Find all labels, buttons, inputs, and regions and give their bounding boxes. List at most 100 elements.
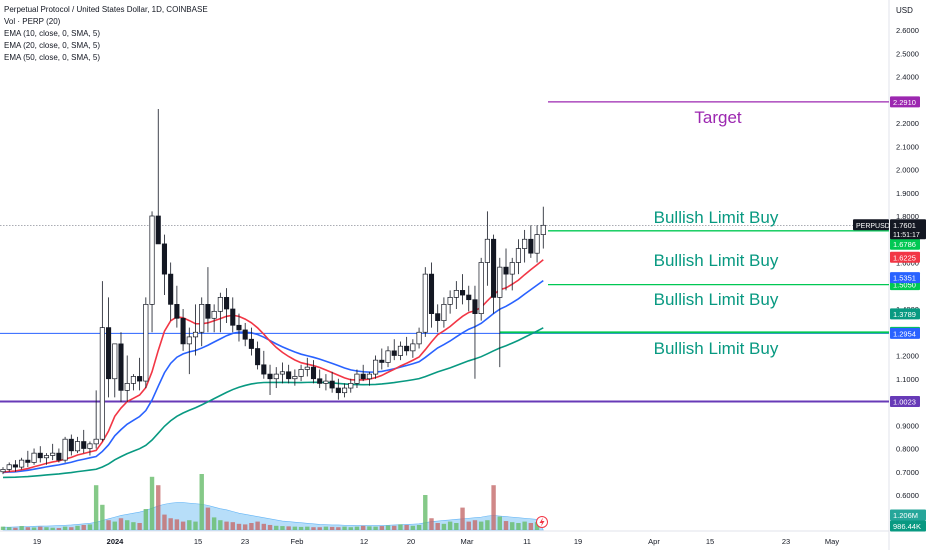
candle-body — [186, 336, 192, 345]
candle-body — [404, 345, 410, 352]
candle-body — [310, 366, 317, 380]
candle-body — [255, 348, 261, 366]
last-price-value: 1.7601 — [893, 221, 916, 230]
volume-bar — [398, 524, 403, 530]
y-tick-label: 1.1000 — [896, 375, 919, 384]
volume-bar — [367, 526, 372, 530]
volume-bar — [286, 526, 291, 530]
candle-body — [329, 380, 335, 389]
ema50-line — [2, 327, 544, 479]
indicator-price-tag: 1.5351 — [893, 274, 916, 283]
candle-body — [130, 376, 136, 384]
volume-tag: 986.44K — [893, 522, 921, 531]
candle-body — [161, 243, 168, 275]
level-price-tag-bg — [890, 395, 920, 407]
candle-body — [25, 459, 31, 463]
candle-body — [292, 376, 298, 380]
level-price-tag: 1.0023 — [893, 397, 916, 406]
x-tick-label: Feb — [291, 537, 304, 546]
volume-bar — [249, 523, 254, 530]
annotation-label: Bullish Limit Buy — [654, 251, 779, 270]
volume-bar — [106, 520, 111, 530]
x-tick-label: 19 — [33, 537, 41, 546]
x-tick-label: Mar — [461, 537, 474, 546]
candle-body — [354, 373, 360, 384]
candle-body — [50, 452, 56, 456]
candle-body — [217, 297, 223, 312]
volume-bar — [187, 520, 192, 530]
candle-body — [192, 331, 199, 338]
countdown-value: 11:51:17 — [893, 232, 920, 239]
candle-body — [12, 464, 18, 468]
candle-body — [81, 441, 87, 449]
volume-bar — [317, 527, 322, 530]
indicator-price-tag-bg — [890, 308, 920, 320]
symbol-title[interactable]: Perpetual Protocol / United States Dolla… — [4, 5, 208, 14]
volume-bar — [429, 518, 434, 530]
volume-bar — [354, 526, 360, 530]
y-tick-label: 0.6000 — [896, 491, 919, 500]
indicator-volume[interactable]: Vol · PERP (20) — [4, 17, 61, 26]
volume-bar — [44, 527, 49, 530]
annotation-label: Bullish Limit Buy — [654, 208, 779, 227]
candle-body — [248, 338, 254, 349]
candle-body — [205, 304, 211, 319]
volume-bar — [435, 523, 440, 530]
volume-bar — [100, 504, 105, 530]
candle-body — [230, 308, 236, 326]
volume-bar — [292, 526, 298, 530]
volume-bar — [416, 524, 422, 530]
indicator-ema20[interactable]: EMA (20, close, 0, SMA, 5) — [4, 41, 101, 50]
y-tick-label: 2.5000 — [896, 49, 919, 58]
y-tick-label: 2.6000 — [896, 26, 919, 35]
y-tick-label: 1.2000 — [896, 352, 919, 361]
candle-body — [279, 371, 286, 375]
volume-bar — [199, 474, 204, 530]
candle-body — [522, 238, 528, 249]
volume-bar — [379, 526, 385, 530]
currency-label: USD — [896, 6, 913, 15]
candle-body — [491, 238, 497, 298]
volume-bar — [274, 525, 279, 530]
volume-bar — [75, 525, 80, 530]
volume-bar — [62, 526, 68, 530]
volume-bar — [447, 521, 453, 530]
volume-bar — [137, 523, 142, 530]
indicator-ema50[interactable]: EMA (50, close, 0, SMA, 5) — [4, 53, 101, 62]
candle-body — [37, 452, 43, 459]
ema20-line — [2, 279, 544, 474]
candle-body — [515, 248, 521, 263]
volume-bar — [373, 526, 378, 530]
level-price-tag: 2.2910 — [893, 98, 916, 107]
volume-bar — [0, 526, 6, 530]
candle-body — [348, 383, 354, 389]
volume-bar — [205, 507, 211, 530]
volume-bar — [31, 527, 37, 530]
candle-body — [428, 273, 435, 315]
volume-bar — [522, 521, 527, 530]
chart-legend: Perpetual Protocol / United States Dolla… — [4, 4, 208, 64]
candle-body — [447, 297, 453, 305]
candle-body — [168, 273, 174, 305]
candle-body — [304, 366, 310, 370]
volume-bar — [466, 521, 471, 530]
indicator-price-tag-bg — [890, 327, 920, 339]
volume-bar — [336, 527, 341, 530]
candle-body — [124, 383, 130, 391]
x-tick-label: 12 — [360, 537, 368, 546]
candle-body — [0, 469, 6, 473]
volume-bar — [19, 526, 24, 530]
candle-body — [211, 310, 217, 319]
volume-bar — [7, 527, 12, 530]
volume-bar — [410, 525, 416, 530]
candle-body — [342, 387, 348, 394]
candle-body — [199, 304, 205, 333]
candle-body — [87, 443, 93, 449]
x-tick-label: 23 — [782, 537, 790, 546]
candle-body — [360, 373, 366, 380]
indicator-ema10[interactable]: EMA (10, close, 0, SMA, 5) — [4, 29, 101, 38]
candle-body — [435, 313, 441, 321]
symbol-tag: PERPUSD — [856, 223, 890, 230]
y-tick-label: 0.9000 — [896, 421, 919, 430]
